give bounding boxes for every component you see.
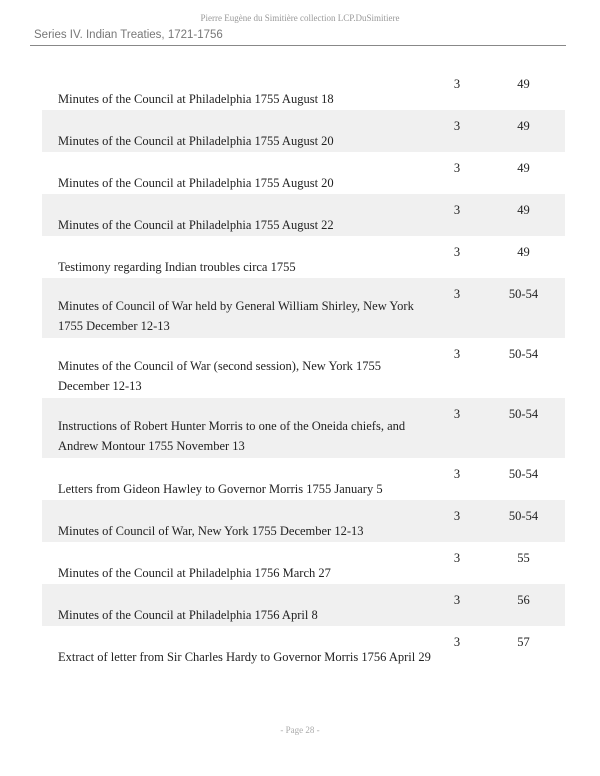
table-row: Minutes of the Council at Philadelphia 1… [42,68,565,110]
box-number: 3 [453,203,461,217]
box-number: 3 [453,119,461,133]
table-row: Instructions of Robert Hunter Morris to … [42,398,565,458]
series-title: Series IV. Indian Treaties, 1721-1756 [34,29,223,41]
collection-header: Pierre Eugène du Simitière collection LC… [200,13,400,23]
table-row: Minutes of the Council at Philadelphia 1… [42,152,565,194]
item-title: Minutes of the Council at Philadelphia 1… [58,566,331,580]
box-number: 3 [453,347,461,361]
box-number: 3 [453,407,461,421]
page-range: 50-54 [508,509,539,523]
page-number: - Page 28 - [280,725,320,735]
table-row: Letters from Gideon Hawley to Governor M… [42,458,565,500]
item-title: Minutes of the Council at Philadelphia 1… [58,176,334,190]
page-range: 50-54 [508,347,539,361]
item-title: Testimony regarding Indian troubles circ… [58,260,296,274]
header-divider [30,45,566,46]
table-row: Minutes of Council of War held by Genera… [42,278,565,338]
item-title: Minutes of Council of War held by Genera… [58,299,414,333]
box-number: 3 [453,245,461,259]
page-range: 50-54 [508,407,539,421]
page-range: 55 [517,551,530,565]
table-row: Minutes of the Council at Philadelphia 1… [42,584,565,626]
table-row: Minutes of the Council at Philadelphia 1… [42,194,565,236]
table-row: Minutes of Council of War, New York 1755… [42,500,565,542]
item-title: Minutes of the Council at Philadelphia 1… [58,218,334,232]
table-row: Extract of letter from Sir Charles Hardy… [42,626,565,668]
item-title: Letters from Gideon Hawley to Governor M… [58,482,383,496]
page-range: 49 [517,161,530,175]
page-range: 49 [517,203,530,217]
page-range: 50-54 [508,287,539,301]
item-title: Minutes of Council of War, New York 1755… [58,524,364,538]
page-range: 56 [517,593,530,607]
table-row: Testimony regarding Indian troubles circ… [42,236,565,278]
item-title: Extract of letter from Sir Charles Hardy… [58,650,431,664]
item-title: Minutes of the Council at Philadelphia 1… [58,608,318,622]
table-row: Minutes of the Council at Philadelphia 1… [42,110,565,152]
page-range: 57 [517,635,530,649]
item-title: Instructions of Robert Hunter Morris to … [58,419,406,453]
page-range: 49 [517,245,530,259]
item-title: Minutes of the Council of War (second se… [58,359,382,393]
box-number: 3 [453,77,461,91]
page-range: 49 [517,77,530,91]
box-number: 3 [453,593,461,607]
page-range: 50-54 [508,467,539,481]
box-number: 3 [453,551,461,565]
page-range: 49 [517,119,530,133]
box-number: 3 [453,161,461,175]
table-row: Minutes of the Council of War (second se… [42,338,565,398]
item-title: Minutes of the Council at Philadelphia 1… [58,134,334,148]
item-title: Minutes of the Council at Philadelphia 1… [58,92,334,106]
table-row: Minutes of the Council at Philadelphia 1… [42,542,565,584]
box-number: 3 [453,635,461,649]
box-number: 3 [453,509,461,523]
box-number: 3 [453,287,461,301]
box-number: 3 [453,467,461,481]
items-table: Minutes of the Council at Philadelphia 1… [42,68,565,668]
